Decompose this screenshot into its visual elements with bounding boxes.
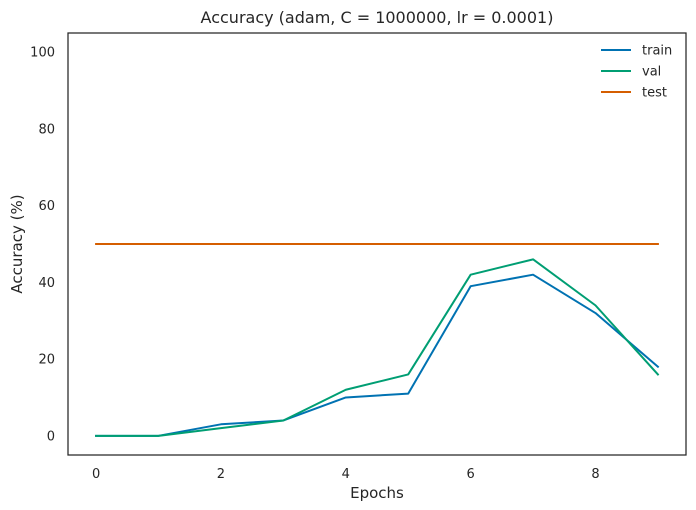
- x-axis-ticks: 0 2 4 6 8: [92, 467, 600, 482]
- x-tick-label: 6: [466, 467, 474, 482]
- y-tick-label: 20: [38, 353, 55, 368]
- legend-label: test: [642, 86, 667, 101]
- plot-frame: [67, 32, 687, 456]
- y-tick-label: 100: [30, 46, 55, 61]
- y-axis-ticks: 0 20 40 60 80 100: [30, 46, 55, 445]
- y-tick-label: 60: [38, 199, 55, 214]
- legend: train val test: [601, 44, 672, 101]
- x-tick-label: 8: [591, 467, 599, 482]
- y-tick-label: 0: [47, 429, 55, 444]
- x-tick-label: 4: [342, 467, 350, 482]
- y-tick-label: 80: [38, 122, 55, 137]
- x-axis-label: Epochs: [350, 484, 404, 502]
- legend-label: val: [642, 65, 661, 80]
- series-line-val: [95, 258, 660, 437]
- legend-item-test: test: [601, 86, 667, 101]
- chart-title: Accuracy (adam, C = 1000000, lr = 0.0001…: [201, 8, 554, 27]
- legend-label: train: [642, 44, 672, 59]
- plot-area: [67, 32, 687, 456]
- series-layer: [95, 243, 660, 437]
- y-axis-label: Accuracy (%): [8, 194, 26, 293]
- series-line-train: [95, 273, 660, 437]
- legend-item-val: val: [601, 65, 661, 80]
- x-tick-label: 0: [92, 467, 100, 482]
- x-tick-label: 2: [217, 467, 225, 482]
- legend-item-train: train: [601, 44, 672, 59]
- y-tick-label: 40: [38, 276, 55, 291]
